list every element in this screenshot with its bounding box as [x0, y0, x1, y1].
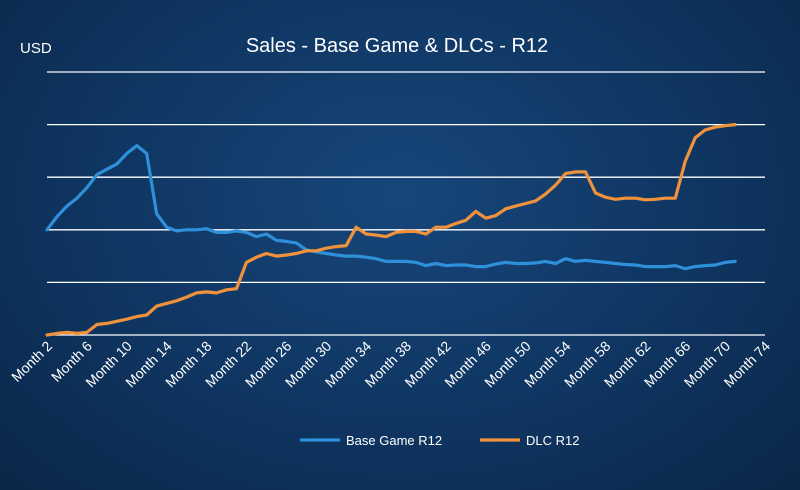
x-tick-label: Month 2 — [8, 338, 55, 385]
series-lines — [45, 122, 737, 337]
legend: Base Game R12 DLC R12 — [300, 433, 579, 448]
series-line-base-game — [45, 144, 737, 271]
series-line-dlc — [45, 122, 737, 337]
legend-label-base-game: Base Game R12 — [346, 433, 442, 448]
chart-title: Sales - Base Game & DLCs - R12 — [246, 35, 548, 57]
gridlines — [47, 71, 765, 284]
y-axis-unit-label: USD — [20, 40, 52, 57]
legend-label-dlc: DLC R12 — [526, 433, 579, 448]
